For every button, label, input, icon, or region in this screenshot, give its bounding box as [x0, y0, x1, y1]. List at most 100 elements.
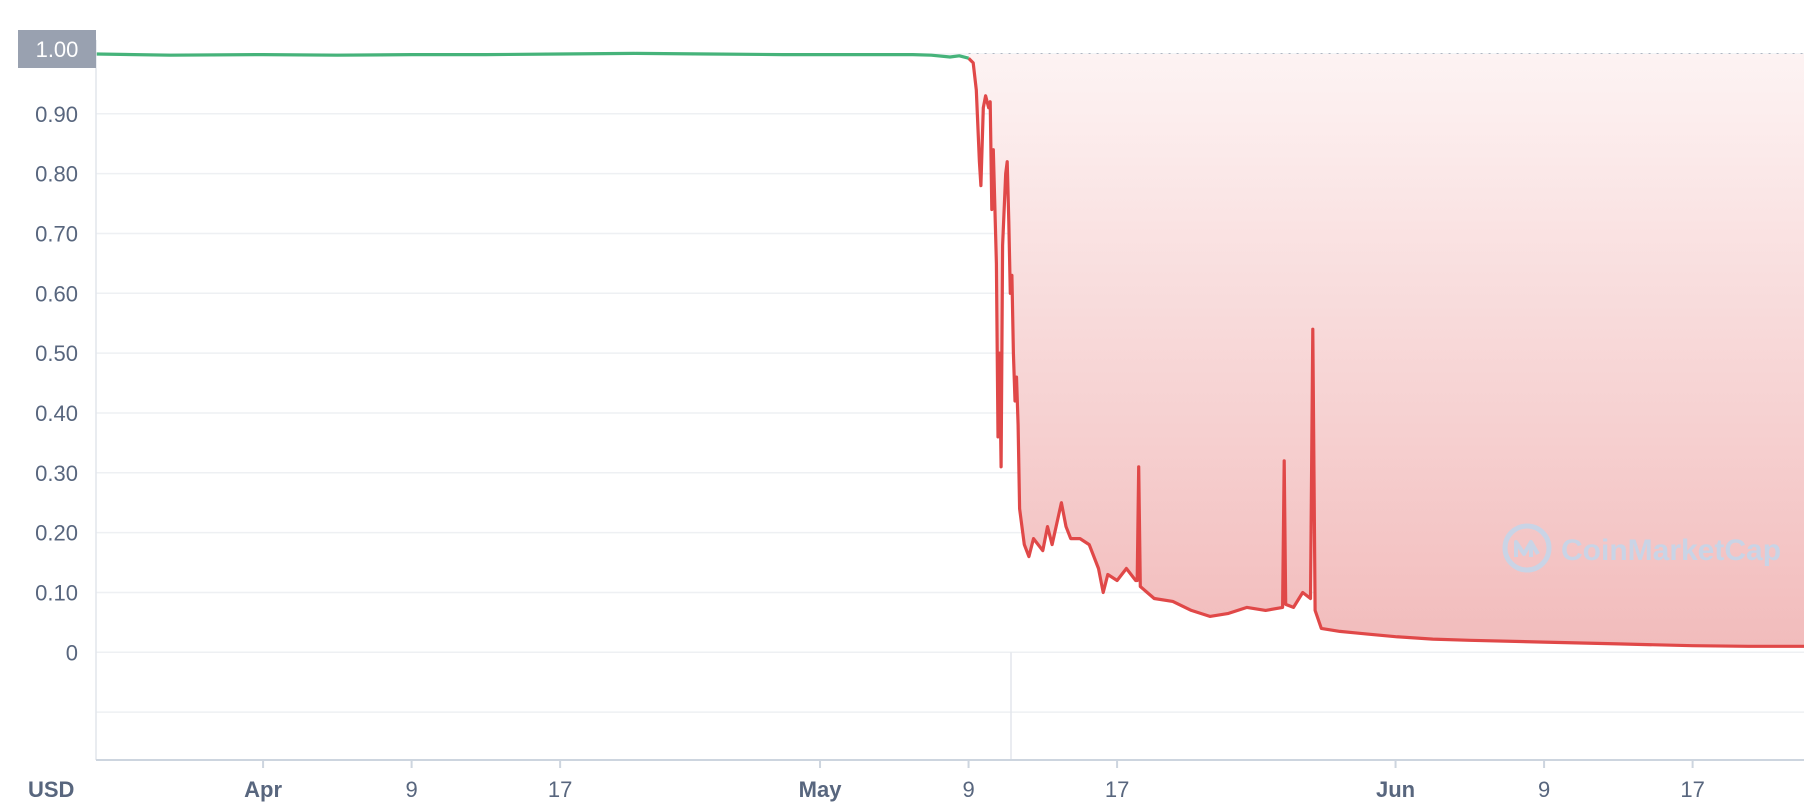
- x-tick-label: May: [799, 777, 843, 802]
- data-point: [999, 465, 1003, 469]
- data-point: [1301, 591, 1305, 595]
- data-point: [1018, 507, 1022, 511]
- data-point: [855, 53, 859, 57]
- data-point: [1616, 642, 1620, 646]
- data-point: [1135, 579, 1139, 583]
- data-point: [957, 54, 961, 58]
- data-point: [781, 53, 785, 57]
- data-point: [1001, 243, 1005, 247]
- data-point: [1394, 635, 1398, 639]
- data-point: [981, 106, 985, 110]
- price-line-layer: [95, 51, 1804, 648]
- watermark: CoinMarketCap: [1502, 523, 1781, 573]
- data-point: [1284, 602, 1288, 606]
- data-point: [1124, 567, 1128, 571]
- data-point: [996, 435, 1000, 439]
- x-tick-label: Jun: [1376, 777, 1415, 802]
- data-point: [1468, 638, 1472, 642]
- data-point: [1007, 220, 1011, 224]
- data-point: [1022, 543, 1026, 547]
- watermark-text: CoinMarketCap: [1561, 534, 1781, 567]
- price-area-fill: [968, 53, 1804, 647]
- data-point: [1069, 537, 1073, 541]
- price-line-up: [95, 51, 969, 60]
- data-point: [1032, 537, 1036, 541]
- data-point: [1691, 644, 1695, 648]
- current-price-badge: 1.00: [18, 30, 96, 68]
- data-point: [1152, 597, 1156, 601]
- current-price-badge-bg: [18, 30, 96, 68]
- data-point: [984, 94, 988, 98]
- data-point: [410, 53, 414, 57]
- data-point: [1281, 605, 1285, 609]
- y-tick-label: 0.70: [35, 221, 78, 246]
- data-point: [1245, 605, 1249, 609]
- data-point: [1027, 555, 1031, 559]
- data-point: [1313, 608, 1317, 612]
- data-point: [1746, 644, 1750, 648]
- data-point: [484, 53, 488, 57]
- data-point: [1078, 537, 1082, 541]
- data-point: [261, 53, 265, 57]
- data-point: [1189, 608, 1193, 612]
- data-point: [948, 55, 952, 59]
- data-point: [1171, 599, 1175, 603]
- data-point: [1106, 573, 1110, 577]
- data-point: [1008, 291, 1012, 295]
- data-point: [1101, 591, 1105, 595]
- data-point: [1013, 399, 1017, 403]
- data-point: [1431, 637, 1435, 641]
- data-point: [987, 106, 991, 110]
- y-tick-label: 0.30: [35, 461, 78, 486]
- x-tick-label: 17: [548, 777, 572, 802]
- data-point: [168, 53, 172, 57]
- data-point: [998, 351, 1002, 355]
- data-point: [988, 100, 992, 104]
- x-tick-label: Apr: [244, 777, 282, 802]
- data-point: [707, 52, 711, 56]
- y-tick-label: 0.60: [35, 281, 78, 306]
- data-point: [1015, 375, 1019, 379]
- coinmarketcap-logo-icon: [1502, 523, 1552, 573]
- data-point: [991, 148, 995, 152]
- data-point: [990, 208, 994, 212]
- data-point: [632, 51, 636, 55]
- x-tick-label: 9: [1538, 777, 1550, 802]
- data-point: [1050, 543, 1054, 547]
- y-tick-label: 0.20: [35, 521, 78, 546]
- x-tick-label: 17: [1680, 777, 1704, 802]
- data-point: [1319, 626, 1323, 630]
- data-point: [967, 56, 971, 60]
- y-unit-label: USD: [28, 777, 74, 802]
- data-point: [971, 61, 975, 65]
- price-line-down: [967, 57, 1804, 648]
- data-point: [1005, 160, 1009, 164]
- data-point: [1137, 465, 1141, 469]
- data-point: [335, 53, 339, 57]
- y-tick-label: 0.40: [35, 401, 78, 426]
- data-point: [994, 261, 998, 265]
- y-tick-label: 0: [66, 640, 78, 665]
- data-point: [1227, 611, 1231, 615]
- data-point: [1059, 501, 1063, 505]
- data-point: [1064, 525, 1068, 529]
- data-point: [1309, 597, 1313, 601]
- data-point: [1338, 629, 1342, 633]
- data-point: [558, 52, 562, 56]
- data-point: [1292, 605, 1296, 609]
- data-point: [929, 53, 933, 57]
- data-point: [1356, 631, 1360, 635]
- data-point: [1004, 172, 1008, 176]
- data-point: [911, 53, 915, 57]
- data-point: [977, 160, 981, 164]
- x-tick-label: 17: [1105, 777, 1129, 802]
- data-point: [1311, 327, 1315, 331]
- x-tick-label: 9: [962, 777, 974, 802]
- data-point: [1115, 579, 1119, 583]
- data-point: [1046, 525, 1050, 529]
- data-point: [1041, 549, 1045, 553]
- y-tick-label: 0.80: [35, 162, 78, 187]
- data-point: [1208, 614, 1212, 618]
